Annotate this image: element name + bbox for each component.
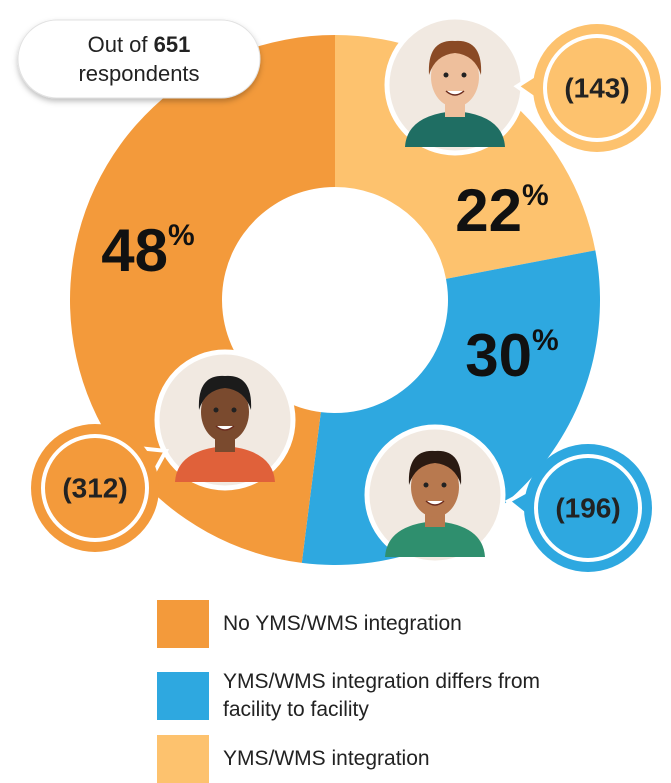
count-bubble: [533, 24, 661, 152]
avatar-hair: [428, 40, 482, 75]
legend-label: YMS/WMS integration differs from facilit…: [223, 670, 541, 721]
bubble-ring: [543, 34, 651, 142]
avatar-eye: [461, 72, 467, 78]
note-total: 651: [154, 32, 191, 57]
avatar-eye: [213, 407, 219, 413]
value-label: 30%: [465, 322, 558, 389]
avatar-eye: [441, 482, 447, 488]
legend-item: YMS/WMS integration differs from facilit…: [157, 668, 577, 724]
note-box: [17, 19, 261, 99]
legend-label: No YMS/WMS integration: [223, 612, 462, 635]
bubble-ring: [534, 454, 642, 562]
count-bubble: [524, 444, 652, 572]
count-label: (312): [62, 472, 127, 503]
avatar-head: [411, 457, 459, 517]
avatar-smile: [445, 90, 465, 96]
avatar: [384, 14, 526, 156]
legend-item: YMS/WMS integration: [157, 735, 577, 783]
count-label: (196): [555, 492, 620, 523]
note-line1: Out of 651: [88, 32, 191, 57]
legend-item: No YMS/WMS integration: [157, 600, 577, 648]
bubble-ring: [41, 434, 149, 542]
avatar-hair: [198, 375, 252, 410]
count-label: (143): [564, 72, 629, 103]
legend-swatch: [157, 735, 209, 783]
avatar-head: [431, 47, 479, 107]
avatar-body: [385, 521, 485, 557]
avatar-smile: [425, 500, 445, 506]
legend-swatch: [157, 672, 209, 720]
value-label: 22%: [455, 177, 548, 244]
avatar-hair: [408, 450, 462, 485]
avatar-body: [175, 446, 275, 482]
avatar: [154, 349, 296, 491]
avatar-eye: [443, 72, 449, 78]
legend-label: YMS/WMS integration: [223, 747, 430, 770]
count-bubble: [31, 424, 159, 552]
avatar-head: [201, 382, 249, 442]
avatar-smile: [215, 425, 235, 431]
avatar-eye: [231, 407, 237, 413]
legend-swatch: [157, 600, 209, 648]
chart: 48% (312) 30% (196) 22% (143) Out of 651 resp…: [17, 14, 661, 572]
note-before: Out of: [88, 32, 149, 57]
avatar-body: [405, 111, 505, 147]
avatar-eye: [423, 482, 429, 488]
avatar: [364, 424, 506, 566]
value-label: 48%: [101, 217, 194, 284]
overlays: 48% (312) 30% (196) 22% (143): [31, 14, 661, 572]
note-after: respondents: [78, 61, 199, 86]
